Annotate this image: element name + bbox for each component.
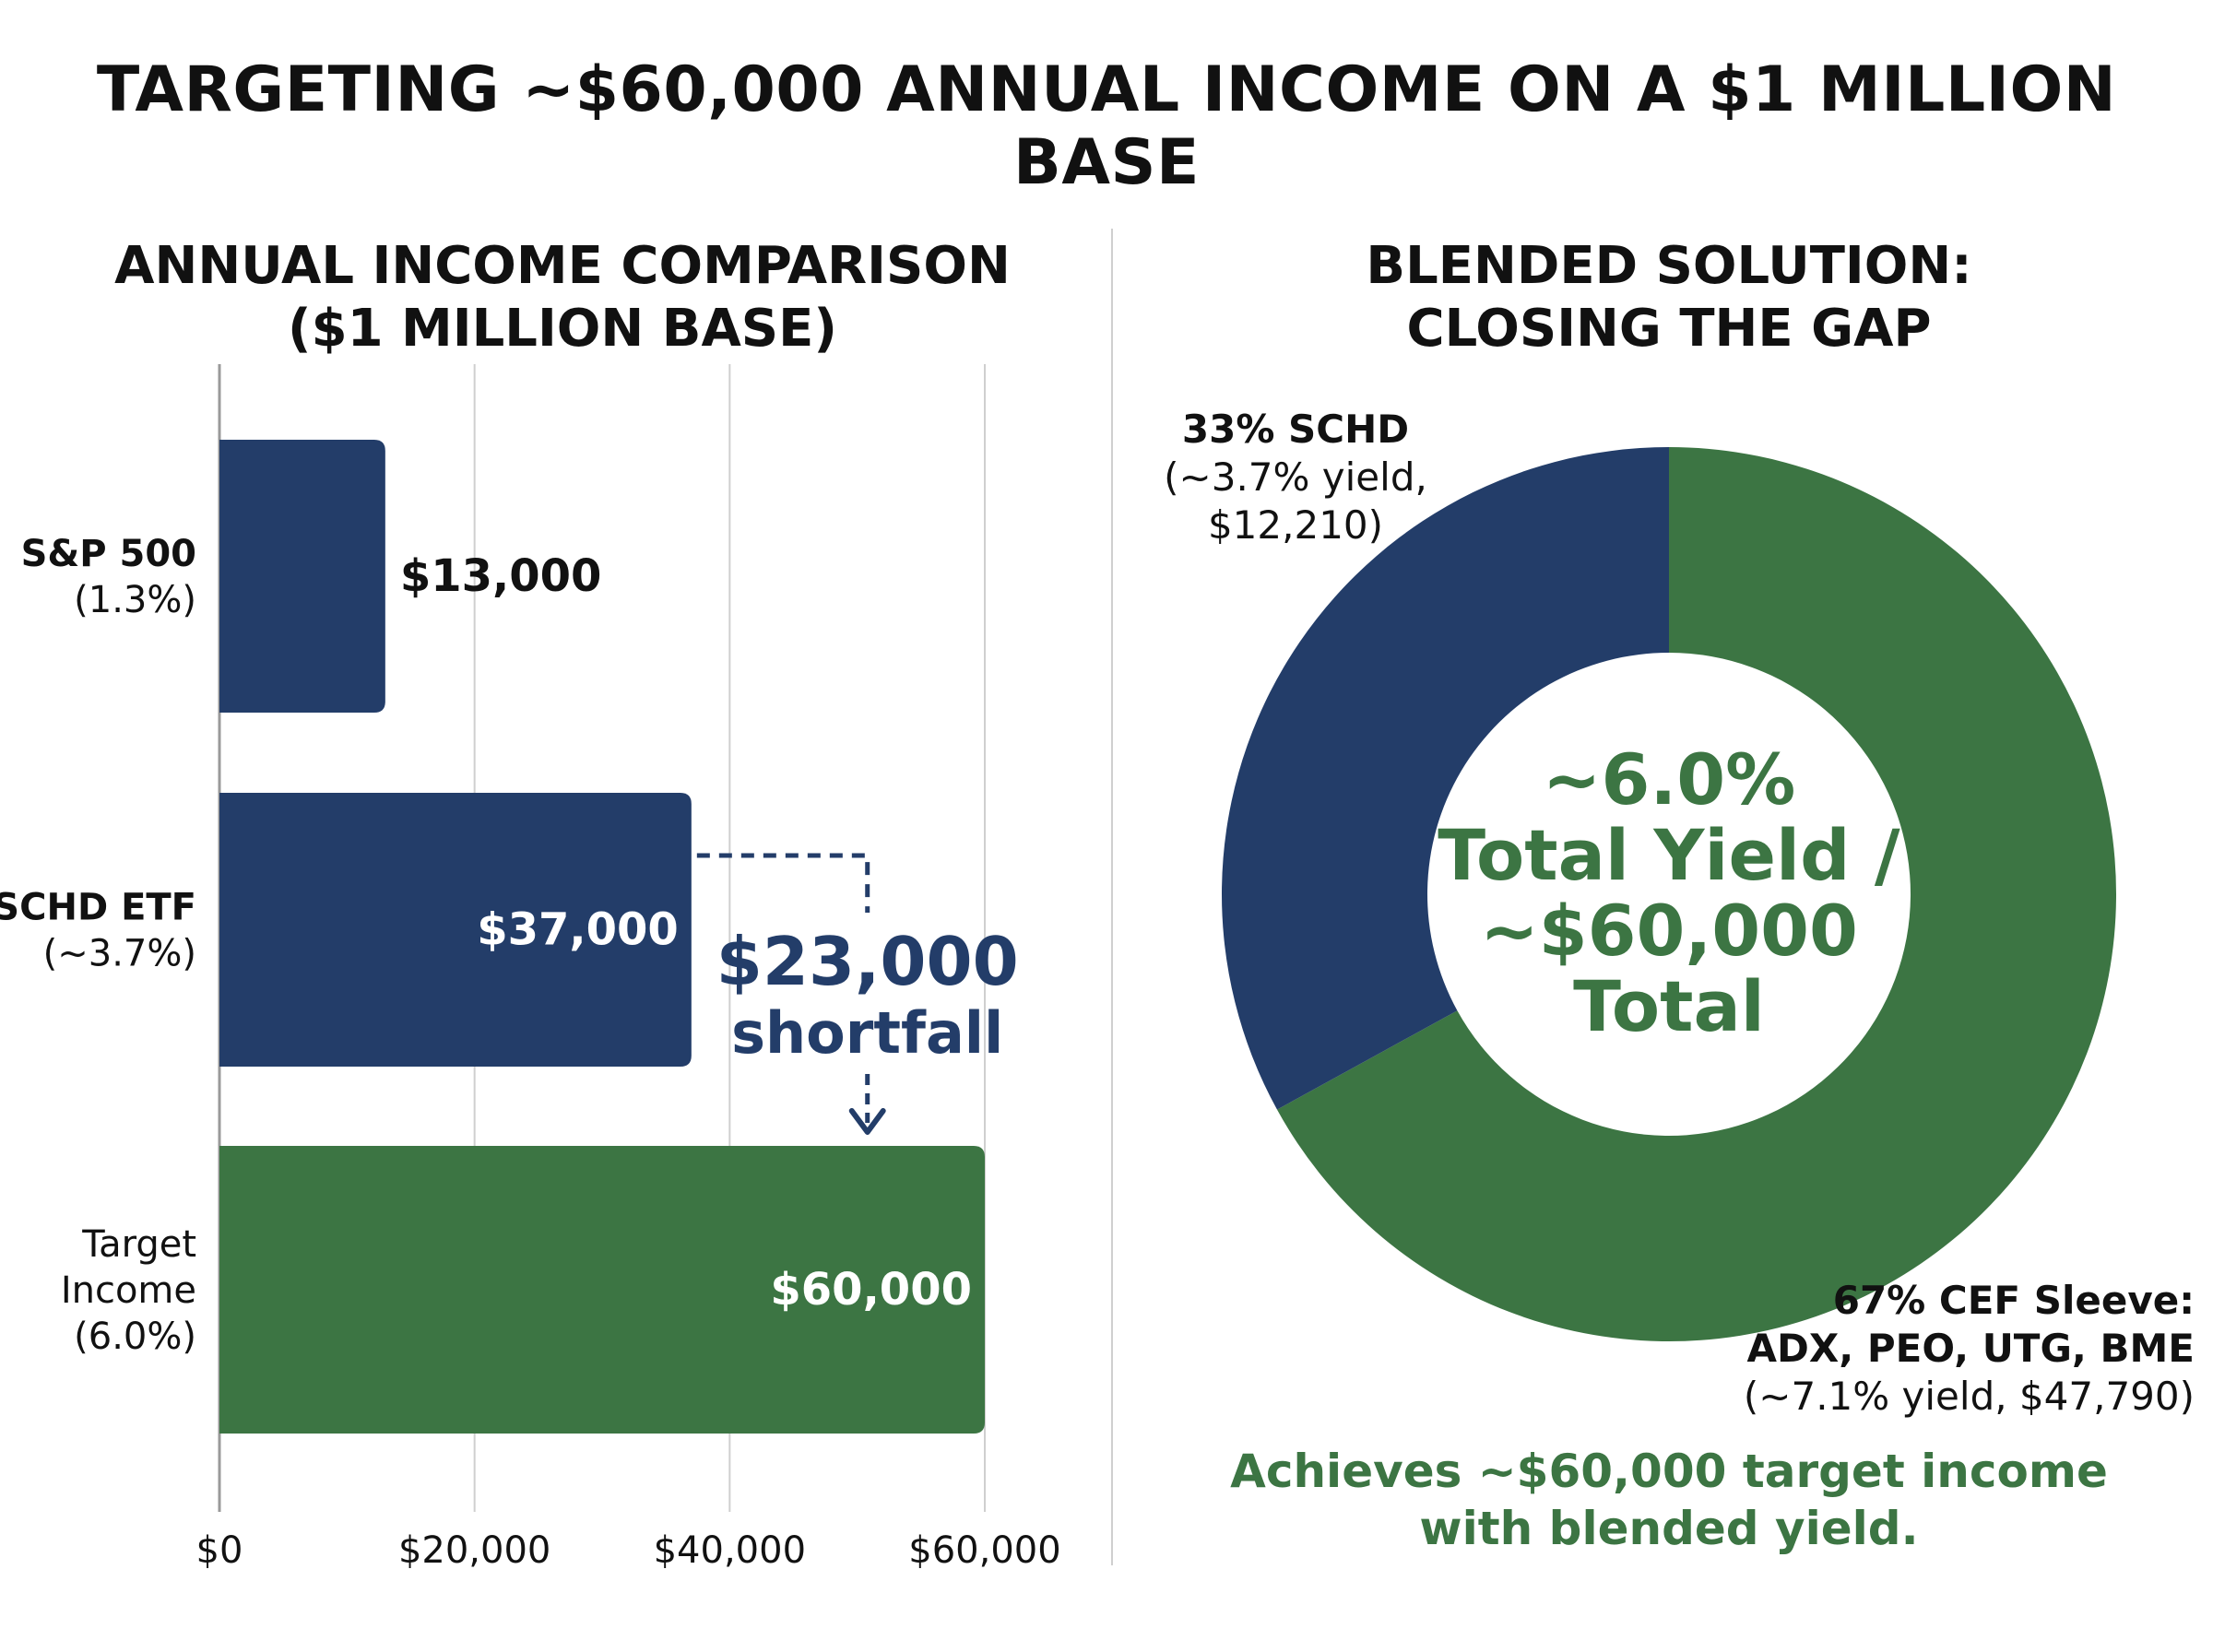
slice-label-cef-line-3: (~7.1% yield, $47,790) — [1743, 1374, 2195, 1419]
bar-chart-title: ANNUAL INCOME COMPARISON ($1 MILLION BAS… — [111, 235, 1014, 360]
panel-divider — [1111, 229, 1113, 1565]
slice-label-cef-line-2: ADX, PEO, UTG, BME — [1746, 1326, 2195, 1371]
category-label: (~3.7%) — [43, 933, 196, 975]
donut-center-line-4: Total — [1573, 965, 1765, 1047]
slice-label-schd-line-3: $12,210) — [1207, 502, 1384, 548]
pie-chart-title-line-1: BLENDED SOLUTION: — [1366, 236, 1972, 296]
pie-chart-title: BLENDED SOLUTION: CLOSING THE GAP — [1208, 235, 2130, 360]
bar-value-label: $37,000 — [477, 904, 679, 956]
slice-label-cef-line-1: 67% CEF Sleeve: — [1832, 1278, 2195, 1323]
shortfall-connector-top — [696, 853, 870, 913]
x-tick-label: $60,000 — [908, 1529, 1060, 1572]
bar-chart-title-line-2: ($1 MILLION BASE) — [288, 299, 837, 359]
shortfall-arrow-head — [848, 1108, 886, 1135]
donut-center-line-1: ~6.0% — [1542, 738, 1796, 820]
shortfall-label: shortfall — [731, 999, 1003, 1067]
slice-label-cef: 67% CEF Sleeve: ADX, PEO, UTG, BME (~7.1… — [1641, 1277, 2195, 1421]
x-tick-label: $0 — [196, 1529, 243, 1572]
shortfall-amount: $23,000 — [716, 923, 1019, 1000]
main-title: TARGETING ~$60,000 ANNUAL INCOME ON A $1… — [96, 53, 2117, 199]
bar-value-label: $13,000 — [400, 550, 602, 602]
blended-note: Achieves ~$60,000 target income with ble… — [1199, 1443, 2139, 1557]
bar — [219, 440, 385, 713]
slice-label-schd: 33% SCHD (~3.7% yield, $12,210) — [1130, 406, 1462, 549]
category-label: (6.0%) — [74, 1316, 196, 1358]
x-tick-label: $20,000 — [398, 1529, 550, 1572]
category-label: SCHD ETF — [0, 887, 196, 929]
bar — [219, 1146, 985, 1434]
category-label: (1.3%) — [74, 579, 196, 621]
donut-center-line-2: Total Yield / — [1438, 814, 1900, 896]
blended-note-line-2: with blended yield. — [1419, 1502, 1919, 1555]
blended-note-line-1: Achieves ~$60,000 target income — [1230, 1445, 2108, 1498]
bar — [219, 793, 692, 1067]
donut-slice — [1276, 447, 2116, 1342]
bar-value-label: $60,000 — [770, 1264, 972, 1316]
bar-chart: $0 $20,000 $40,000 $60,000 S&P 500(1.3%) $13,… — [0, 364, 1061, 1572]
slice-label-schd-line-1: 33% SCHD — [1181, 407, 1410, 452]
donut-center-line-3: ~$60,000 — [1480, 890, 1858, 972]
category-label: Income — [61, 1269, 196, 1312]
donut-center-label: ~6.0% Total Yield / ~$60,000 Total — [1406, 742, 1932, 1044]
category-label: Target — [81, 1223, 196, 1266]
slice-label-schd-line-2: (~3.7% yield, — [1164, 454, 1427, 500]
category-label: S&P 500 — [21, 533, 196, 575]
bar-chart-title-line-1: ANNUAL INCOME COMPARISON — [114, 236, 1011, 296]
x-tick-label: $40,000 — [654, 1529, 806, 1572]
donut-slice — [1221, 447, 1669, 1110]
pie-chart-title-line-2: CLOSING THE GAP — [1406, 299, 1932, 359]
